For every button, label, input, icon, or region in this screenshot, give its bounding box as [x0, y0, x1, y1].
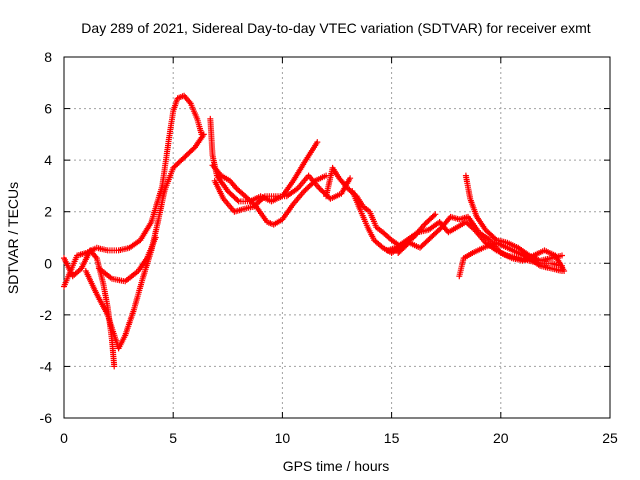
y-tick-label: 2	[44, 204, 52, 220]
y-tick-label: 6	[44, 101, 52, 117]
data-series-trace-4	[95, 234, 159, 285]
y-tick-label: 8	[44, 49, 52, 65]
y-tick-label: -4	[40, 358, 53, 374]
y-tick-label: -2	[40, 307, 53, 323]
chart-title: Day 289 of 2021, Sidereal Day-to-day VTE…	[81, 20, 590, 36]
x-tick-label: 20	[493, 430, 509, 446]
plot-area	[61, 92, 568, 370]
x-tick-label: 5	[169, 430, 177, 446]
tick-labels: 0 5 10 15 20 25 -6 -4 -2 0 2 4 6 8	[40, 49, 618, 446]
x-tick-label: 15	[384, 430, 400, 446]
x-axis-label: GPS time / hours	[283, 458, 390, 474]
plot-border	[63, 56, 611, 419]
data-series-trace-1	[61, 92, 205, 290]
y-tick-label: 0	[44, 255, 52, 271]
y-tick-label: -6	[40, 410, 53, 426]
x-tick-label: 25	[602, 430, 618, 446]
y-axis-label: SDTVAR / TECUs	[5, 182, 21, 294]
data-series-trace-13	[462, 172, 565, 264]
x-tick-label: 10	[275, 430, 291, 446]
axes	[63, 56, 611, 419]
y-tick-label: 4	[44, 152, 52, 168]
data-series-trace-7	[211, 172, 354, 215]
x-tick-label: 0	[60, 430, 68, 446]
